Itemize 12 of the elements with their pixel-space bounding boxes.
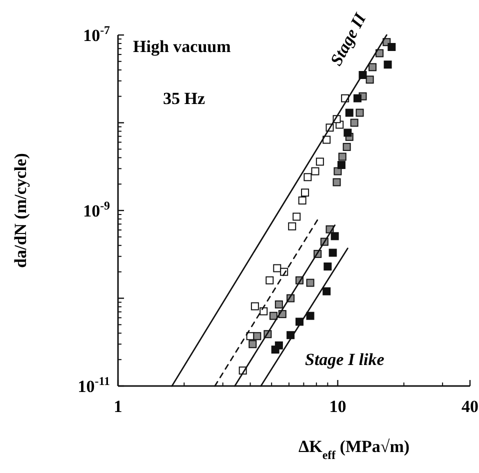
x-tick-label: 1 — [114, 397, 122, 416]
y-tick-label: 10$^{-9}$ — [83, 198, 110, 220]
y-tick-label: 10$^{-11}$ — [78, 374, 110, 396]
x-axis-title: ΔK$_{eff}$ (MPa√m) — [298, 437, 410, 462]
x-tick-label: 10 — [329, 397, 346, 416]
x-tick-label: 40 — [462, 397, 478, 416]
y-axis-title: da/dN (m/cycle) — [11, 153, 30, 268]
annotation: 35 Hz — [163, 89, 206, 108]
annotation: Stage I like — [305, 350, 385, 369]
y-tick-label: 10$^{-7}$ — [83, 23, 110, 45]
annotation: High vacuum — [133, 37, 231, 56]
annotation: Stage II — [326, 8, 370, 69]
